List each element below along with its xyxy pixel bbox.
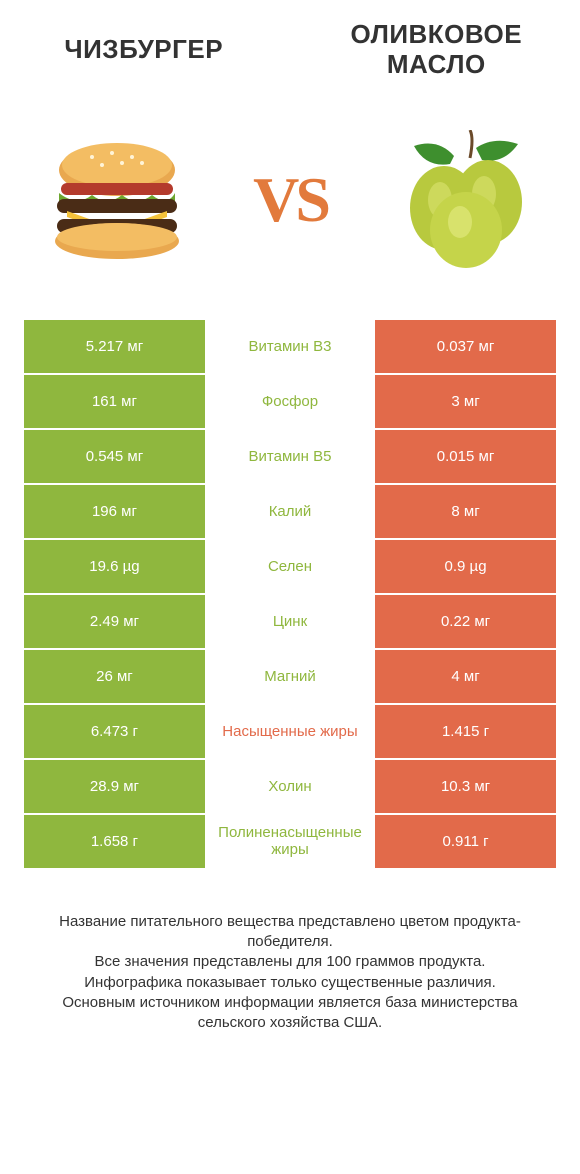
- table-row: 2.49 мгЦинк0.22 мг: [24, 595, 556, 650]
- cell-right-value: 10.3 мг: [375, 760, 556, 813]
- title-left: ЧИЗБУРГЕР: [24, 35, 263, 65]
- cell-right-value: 0.22 мг: [375, 595, 556, 648]
- table-row: 26 мгМагний4 мг: [24, 650, 556, 705]
- cell-right-value: 0.015 мг: [375, 430, 556, 483]
- footer-line: Инфографика показывает только существенн…: [28, 973, 552, 993]
- cell-right-value: 0.9 µg: [375, 540, 556, 593]
- cell-left-value: 6.473 г: [24, 705, 205, 758]
- table-row: 0.545 мгВитамин B50.015 мг: [24, 430, 556, 485]
- table-row: 6.473 гНасыщенные жиры1.415 г: [24, 705, 556, 760]
- cell-nutrient-label: Цинк: [205, 595, 375, 648]
- title-right: ОЛИВКОВОЕ МАСЛО: [317, 20, 556, 80]
- cell-left-value: 26 мг: [24, 650, 205, 703]
- comparison-table: 5.217 мгВитамин B30.037 мг161 мгФосфор3 …: [24, 320, 556, 870]
- title-row: ЧИЗБУРГЕР ОЛИВКОВОЕ МАСЛО: [24, 20, 556, 80]
- table-row: 19.6 µgСелен0.9 µg: [24, 540, 556, 595]
- cell-left-value: 0.545 мг: [24, 430, 205, 483]
- cell-left-value: 5.217 мг: [24, 320, 205, 373]
- table-row: 5.217 мгВитамин B30.037 мг: [24, 320, 556, 375]
- cheeseburger-image: [34, 130, 199, 270]
- footer-line: Название питательного вещества представл…: [28, 912, 552, 953]
- cell-right-value: 4 мг: [375, 650, 556, 703]
- cell-nutrient-label: Полиненасыщенные жиры: [205, 815, 375, 868]
- cell-nutrient-label: Фосфор: [205, 375, 375, 428]
- title-right-line2: МАСЛО: [387, 49, 486, 79]
- table-row: 161 мгФосфор3 мг: [24, 375, 556, 430]
- footer-notes: Название питательного вещества представл…: [24, 912, 556, 1034]
- footer-line: Основным источником информации является …: [28, 993, 552, 1034]
- cell-left-value: 196 мг: [24, 485, 205, 538]
- cell-nutrient-label: Насыщенные жиры: [205, 705, 375, 758]
- title-right-wrap: ОЛИВКОВОЕ МАСЛО: [317, 20, 556, 80]
- footer-line: Все значения представлены для 100 граммо…: [28, 952, 552, 972]
- title-right-line1: ОЛИВКОВОЕ: [351, 19, 523, 49]
- vs-label: VS: [253, 163, 327, 237]
- cell-left-value: 28.9 мг: [24, 760, 205, 813]
- hero-row: VS: [24, 130, 556, 270]
- cell-right-value: 0.911 г: [375, 815, 556, 868]
- cell-nutrient-label: Селен: [205, 540, 375, 593]
- olive-image: [381, 130, 546, 270]
- cell-nutrient-label: Холин: [205, 760, 375, 813]
- cell-left-value: 1.658 г: [24, 815, 205, 868]
- cell-left-value: 161 мг: [24, 375, 205, 428]
- cell-nutrient-label: Магний: [205, 650, 375, 703]
- cell-right-value: 0.037 мг: [375, 320, 556, 373]
- table-row: 196 мгКалий8 мг: [24, 485, 556, 540]
- title-left-wrap: ЧИЗБУРГЕР: [24, 35, 263, 65]
- cell-right-value: 8 мг: [375, 485, 556, 538]
- cell-nutrient-label: Витамин B3: [205, 320, 375, 373]
- cell-nutrient-label: Витамин B5: [205, 430, 375, 483]
- cell-right-value: 3 мг: [375, 375, 556, 428]
- cell-right-value: 1.415 г: [375, 705, 556, 758]
- table-row: 28.9 мгХолин10.3 мг: [24, 760, 556, 815]
- table-row: 1.658 гПолиненасыщенные жиры0.911 г: [24, 815, 556, 870]
- cell-left-value: 19.6 µg: [24, 540, 205, 593]
- cell-left-value: 2.49 мг: [24, 595, 205, 648]
- cell-nutrient-label: Калий: [205, 485, 375, 538]
